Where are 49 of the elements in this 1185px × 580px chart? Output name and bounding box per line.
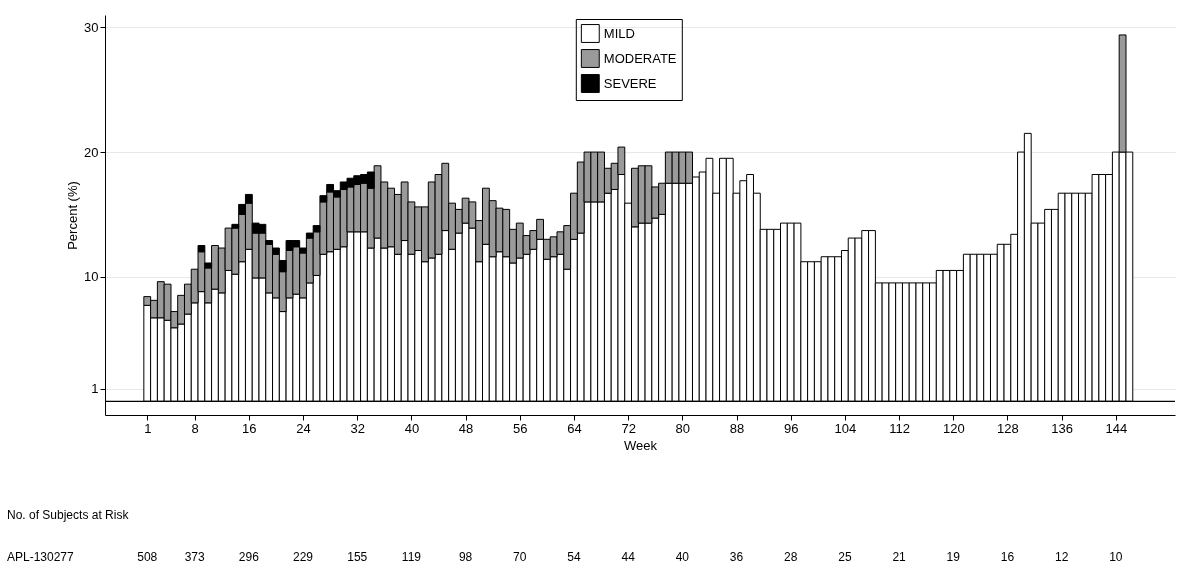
text: APL-130277 <box>7 550 75 564</box>
legend-label: MILD <box>603 25 635 41</box>
text: 155 <box>347 550 368 564</box>
x-tick-label: 1 <box>144 420 152 436</box>
x-tick-label: 120 <box>942 420 965 436</box>
x-tick-label: 80 <box>675 420 691 436</box>
text: 98 <box>458 550 473 564</box>
x-tick-label: 64 <box>567 420 582 436</box>
x-tick-label: 112 <box>889 420 910 436</box>
text: 19 <box>946 550 961 564</box>
text: 70 <box>513 550 527 564</box>
text: 44 <box>621 550 636 564</box>
x-tick-label: 32 <box>350 420 365 436</box>
x-tick-label: 24 <box>296 420 311 436</box>
x-tick-label: 48 <box>458 420 474 436</box>
x-tick-label: 16 <box>242 420 257 436</box>
x-tick-label: 104 <box>834 420 857 436</box>
x-tick-label: 96 <box>783 420 799 436</box>
x-tick-label: 8 <box>191 420 199 436</box>
text: 296 <box>238 550 260 564</box>
text: 21 <box>892 550 907 564</box>
x-tick-label: 56 <box>513 420 528 436</box>
y-tick-label: 30 <box>84 19 99 35</box>
text: 229 <box>293 550 314 564</box>
x-tick-label: 88 <box>729 420 745 436</box>
y-axis-title: Percent (%) <box>65 181 81 250</box>
x-axis-title: Week <box>624 437 658 453</box>
x-tick-label: 144 <box>1105 420 1128 436</box>
y-tick-label: 10 <box>84 269 99 285</box>
text: No. of Subjects at Risk <box>7 508 130 522</box>
text: 40 <box>675 550 690 564</box>
x-tick-label: 72 <box>621 420 636 436</box>
text: 16 <box>1000 550 1015 564</box>
legend-label: SEVERE <box>603 75 657 91</box>
text: 119 <box>401 550 422 564</box>
x-tick-label: 136 <box>1051 420 1073 436</box>
text: 508 <box>137 550 158 564</box>
text: 373 <box>184 550 205 564</box>
y-tick-label: 1 <box>91 381 99 397</box>
text: 28 <box>784 550 798 564</box>
x-tick-label: 128 <box>997 420 1019 436</box>
text: 54 <box>567 550 581 564</box>
text: 25 <box>838 550 852 564</box>
x-tick-label: 40 <box>404 420 420 436</box>
text: 12 <box>1054 550 1069 564</box>
text: 10 <box>1109 550 1123 564</box>
legend-label: MODERATE <box>603 50 677 66</box>
y-tick-label: 20 <box>84 144 99 160</box>
text: 36 <box>729 550 744 564</box>
